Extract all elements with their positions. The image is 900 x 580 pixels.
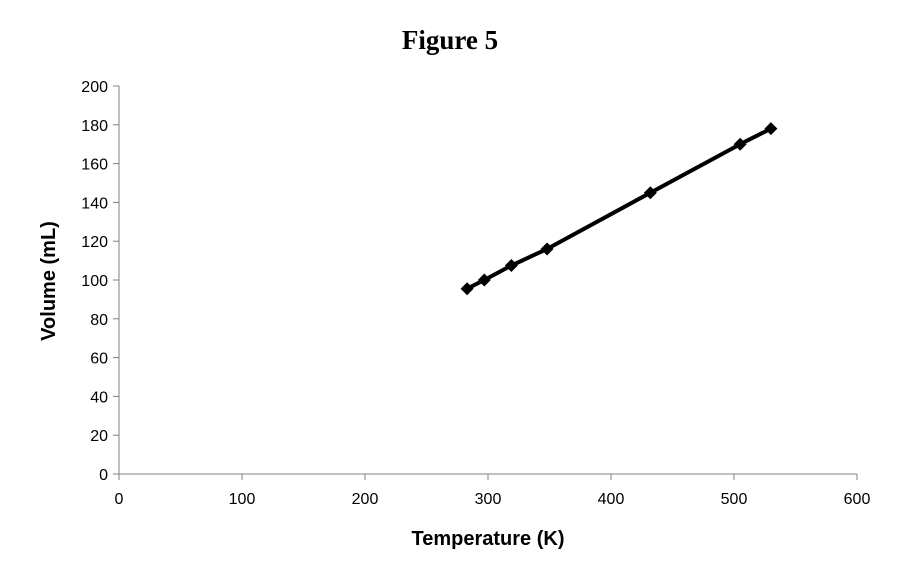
data-point-diamond [460,282,474,296]
x-tick-label: 400 [598,491,625,508]
x-tick-label: 0 [115,491,124,508]
y-tick-label: 180 [81,118,108,135]
y-tick-label: 20 [90,428,108,445]
y-tick-label: 200 [81,79,108,96]
x-tick-label: 100 [229,491,256,508]
y-axis-label: Volume (mL) [38,221,60,341]
y-tick-label: 80 [90,312,108,329]
data-point-diamond [504,258,518,272]
axes: 0 20 40 60 80 100 120 140 160 180 200 0 100 200 300 400… [81,79,870,508]
data-point-diamond [733,137,747,151]
y-tick-label: 0 [99,467,108,484]
y-tick-label: 120 [81,234,108,251]
x-tick-label: 200 [352,491,379,508]
y-tick-label: 40 [90,389,108,406]
y-tick-label: 160 [81,157,108,174]
data-point-diamond [540,242,554,256]
x-axis-label: Temperature (K) [412,528,565,550]
x-tick-label: 500 [721,491,748,508]
x-tick-label: 600 [844,491,871,508]
data-point-diamond [764,122,778,136]
data-series [460,122,778,296]
y-tick-label: 140 [81,195,108,212]
data-point-diamond [643,186,657,200]
data-point-diamond [477,273,491,287]
y-tick-label: 60 [90,351,108,368]
chart-title: Figure 5 [402,25,498,55]
y-tick-label: 100 [81,273,108,290]
x-tick-label: 300 [475,491,502,508]
